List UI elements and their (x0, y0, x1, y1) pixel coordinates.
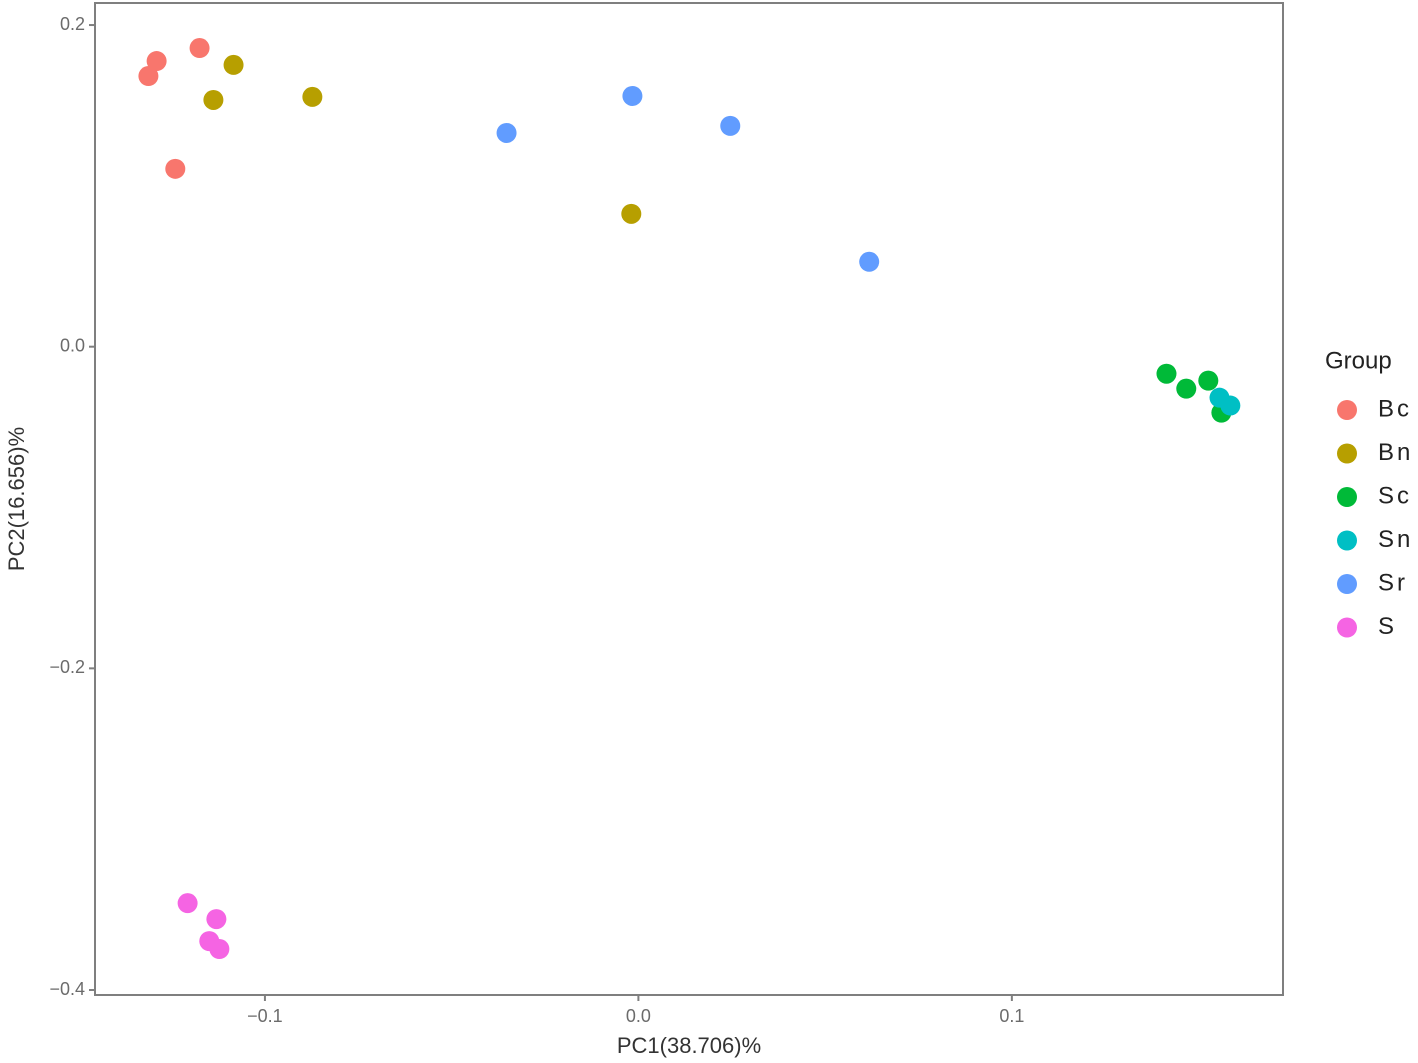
point (621, 203, 642, 224)
point (720, 115, 741, 136)
point (1156, 363, 1177, 384)
y-axis-title: PC2(16.656)% (4, 427, 29, 571)
point (203, 89, 224, 110)
plot-frame (94, 2, 1284, 996)
point (138, 66, 159, 87)
point (209, 939, 230, 960)
x-tick-label: 0.1 (999, 1006, 1024, 1026)
point (1198, 370, 1219, 391)
legend-label: Sr (1378, 569, 1408, 596)
legend-label: Sn (1378, 526, 1413, 553)
y-tick-label: 0.0 (60, 335, 85, 355)
legend-swatch (1337, 443, 1357, 464)
legend-swatch (1337, 400, 1357, 420)
point (223, 54, 244, 75)
legend-swatch (1337, 574, 1357, 594)
point (859, 251, 880, 272)
point (177, 893, 198, 914)
point (496, 122, 517, 143)
y-tick-label: −0.4 (49, 979, 85, 999)
point (146, 51, 167, 72)
legend-label: Bn (1378, 439, 1413, 466)
y-tick-label: 0.2 (60, 14, 85, 34)
point (302, 86, 323, 107)
legend-label: S (1378, 613, 1397, 640)
legend-swatch (1337, 530, 1357, 551)
point (1176, 378, 1197, 399)
point (206, 909, 227, 930)
point (165, 158, 186, 179)
legend-swatch (1337, 487, 1357, 507)
legend-title: Group (1325, 347, 1392, 374)
point (189, 38, 210, 59)
x-tick-label: −0.1 (247, 1006, 283, 1026)
x-tick-label: 0.0 (626, 1006, 651, 1026)
x-axis-title: PC1(38.706)% (617, 1033, 761, 1058)
point (1220, 395, 1241, 416)
legend-swatch (1337, 617, 1357, 638)
point (622, 85, 643, 106)
legend-label: Bc (1378, 395, 1412, 422)
y-tick-label: −0.2 (49, 657, 85, 677)
legend-label: Sc (1378, 482, 1412, 509)
